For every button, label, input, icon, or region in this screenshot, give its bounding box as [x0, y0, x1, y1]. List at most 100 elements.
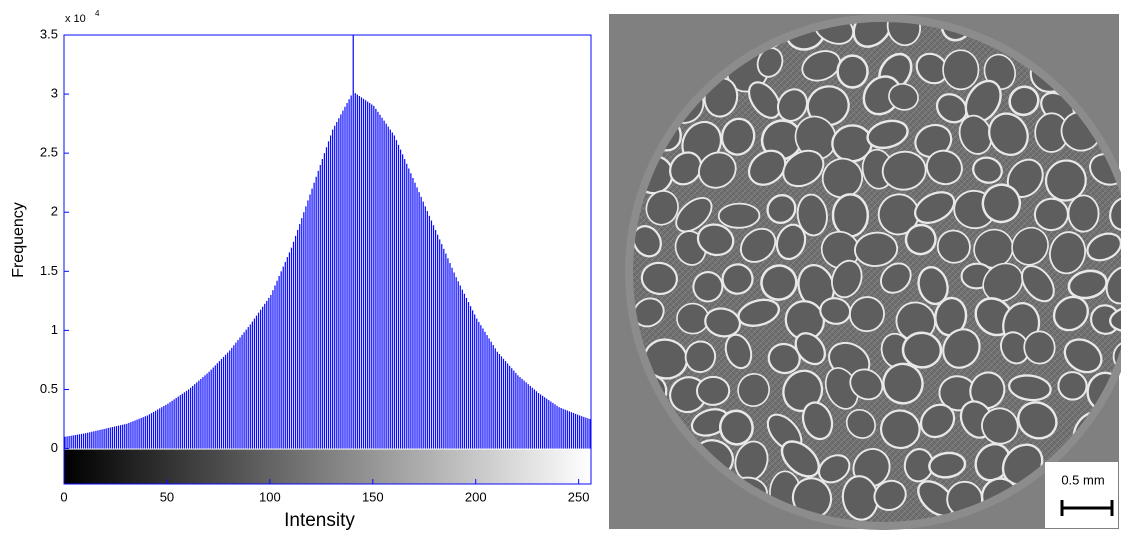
bar [183, 392, 186, 449]
bar [309, 194, 311, 449]
bar [157, 409, 159, 449]
cell [737, 372, 770, 407]
bar [490, 341, 492, 449]
bar [509, 365, 511, 449]
bar [346, 103, 348, 449]
bar [327, 141, 330, 449]
cell [882, 362, 924, 405]
bar [577, 414, 579, 449]
bar [95, 430, 97, 449]
cell [669, 151, 703, 186]
intensity-colorbar [64, 449, 591, 484]
bar [478, 321, 480, 449]
cell [1063, 338, 1103, 374]
bar [494, 348, 496, 449]
bar [76, 434, 78, 449]
bar [264, 303, 266, 449]
bar [224, 354, 227, 449]
bar [189, 387, 192, 449]
bar [367, 101, 369, 449]
cell [934, 296, 968, 337]
bar [323, 153, 326, 449]
bar [360, 97, 363, 449]
bar [196, 382, 198, 449]
cell [645, 190, 679, 226]
bar [513, 370, 515, 449]
cell [942, 49, 980, 91]
bar [504, 361, 507, 449]
bar [544, 397, 546, 449]
bar [237, 340, 239, 449]
bar [165, 404, 167, 449]
cell [988, 112, 1029, 156]
bar [574, 413, 577, 449]
bar [276, 280, 278, 449]
bar [416, 187, 418, 449]
bar [311, 188, 313, 449]
bar [175, 397, 177, 449]
bar [280, 271, 282, 449]
cell [782, 369, 824, 413]
cell [676, 302, 710, 335]
bar [80, 433, 83, 449]
bar [548, 400, 550, 449]
bar [424, 206, 426, 449]
bar [332, 129, 334, 449]
cell [1020, 265, 1055, 303]
bar [315, 176, 317, 449]
cell [696, 223, 735, 257]
bar [72, 435, 74, 449]
cell [1023, 330, 1056, 365]
bar [286, 257, 288, 449]
bar [338, 118, 340, 449]
bar [103, 428, 105, 449]
bar [434, 229, 437, 449]
bar [216, 363, 218, 449]
bar [185, 390, 188, 449]
bar [115, 426, 118, 449]
cell [801, 401, 834, 441]
cell [698, 151, 737, 189]
cell [1086, 232, 1121, 262]
bar [169, 402, 171, 449]
bar [469, 306, 472, 449]
cell [1011, 226, 1049, 266]
cell [766, 193, 797, 224]
cell [981, 183, 1022, 224]
bar [210, 369, 212, 449]
bar [562, 408, 564, 449]
bar [482, 328, 484, 449]
bar [354, 93, 356, 449]
bar [117, 425, 120, 449]
bar [492, 345, 494, 449]
bar [589, 419, 591, 449]
scale-bar [1060, 500, 1114, 516]
bar [122, 424, 124, 449]
cell [640, 261, 679, 295]
cell [972, 156, 1003, 184]
cell [780, 440, 821, 478]
bar [461, 289, 463, 449]
bar [420, 196, 422, 449]
bar [397, 144, 400, 449]
bar [519, 377, 521, 449]
bar [113, 426, 116, 449]
cell [820, 230, 860, 270]
bar [136, 419, 138, 449]
cell [866, 119, 909, 150]
bar [546, 398, 548, 449]
bar [93, 431, 95, 449]
bar [229, 350, 231, 449]
bar [235, 342, 237, 449]
bar [66, 436, 68, 449]
bar [214, 365, 216, 449]
bar [480, 325, 482, 449]
x-tick-label: 50 [160, 489, 174, 504]
bar [515, 372, 517, 449]
bar [231, 347, 233, 449]
cell [782, 149, 825, 188]
bar [111, 427, 113, 449]
bar [342, 110, 344, 449]
cell [901, 331, 943, 369]
